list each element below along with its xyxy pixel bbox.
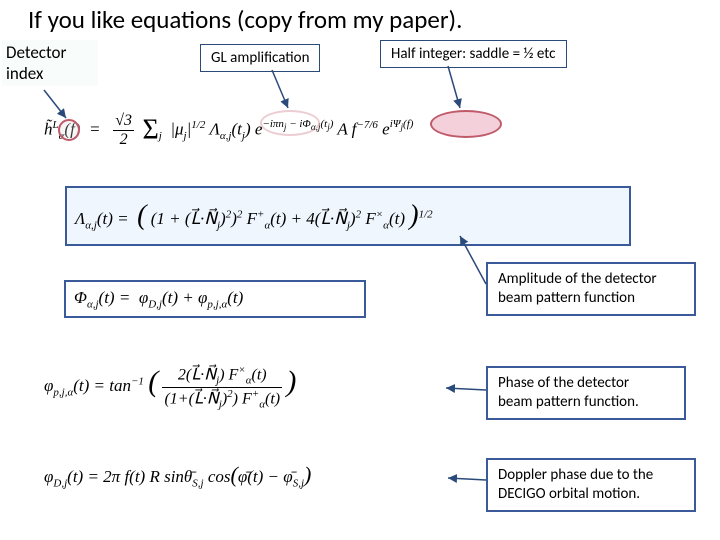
annotation-amplitude: Amplitude of the detector beam pattern f… bbox=[486, 262, 696, 316]
highlight-detector-index bbox=[58, 119, 80, 141]
equation-text: φD,j(t) = 2π f(t) R sinθ̄S,j cos(φ̄(t) −… bbox=[44, 462, 311, 489]
label-half-integer: Half integer: saddle = ½ etc bbox=[380, 40, 567, 68]
equation-text: φp,j,α(t) = tan−1 ( 2(L⃗·N⃗j) F×α(t) (1+… bbox=[44, 364, 296, 410]
annotation-phase: Phase of the detector beam pattern funct… bbox=[486, 366, 686, 420]
highlight-lambda bbox=[260, 110, 320, 136]
equation-lambda: Λα,j(t) = ( (1 + (L⃗·N⃗j)2)2 F+α(t) + 4(… bbox=[65, 186, 631, 246]
label-detector-index: Detector index bbox=[2, 40, 98, 86]
equation-text: Λα,j(t) = ( (1 + (L⃗·N⃗j)2)2 F+α(t) + 4(… bbox=[75, 200, 433, 232]
equation-h-lensed: h̃Lα(f) = √32 Σj |μj|1/2 Λα,j(tj) e−iπnj… bbox=[36, 102, 640, 158]
equation-phi-p: φp,j,α(t) = tan−1 ( 2(L⃗·N⃗j) F×α(t) (1+… bbox=[36, 354, 442, 420]
equation-phi-D: φD,j(t) = 2π f(t) R sinθ̄S,j cos(φ̄(t) −… bbox=[36, 456, 444, 496]
annotation-doppler: Doppler phase due to the DECIGO orbital … bbox=[486, 458, 696, 512]
equation-text: h̃Lα(f) = √32 Σj |μj|1/2 Λα,j(tj) e−iπnj… bbox=[44, 112, 413, 149]
highlight-halfinteger-term bbox=[430, 110, 502, 138]
slide-title: If you like equations (copy from my pape… bbox=[28, 4, 462, 35]
equation-Phi: Φα,j(t) = φD,j(t) + φp,j,α(t) bbox=[64, 280, 366, 318]
equation-text: Φα,j(t) = φD,j(t) + φp,j,α(t) bbox=[74, 288, 243, 310]
label-gl-amplification: GL amplification bbox=[200, 44, 320, 72]
